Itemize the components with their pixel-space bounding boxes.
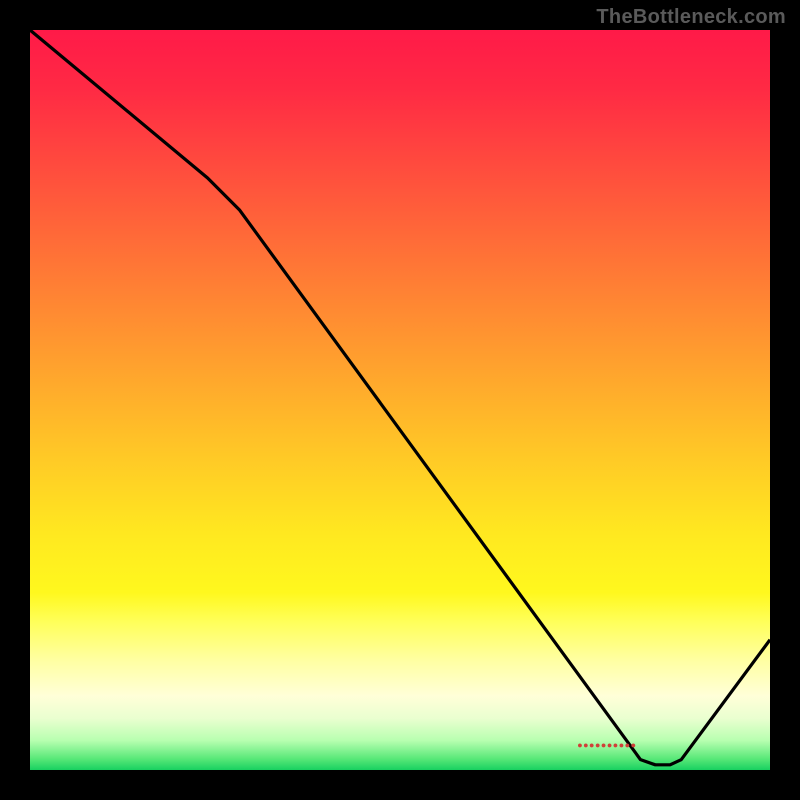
watermark-text: TheBottleneck.com (596, 6, 786, 29)
chart-svg (30, 30, 770, 770)
gradient-background-rect (30, 30, 770, 770)
chart-plot-area (30, 30, 770, 770)
bottom-band-label: ●●●●●●●●●● (577, 740, 636, 750)
